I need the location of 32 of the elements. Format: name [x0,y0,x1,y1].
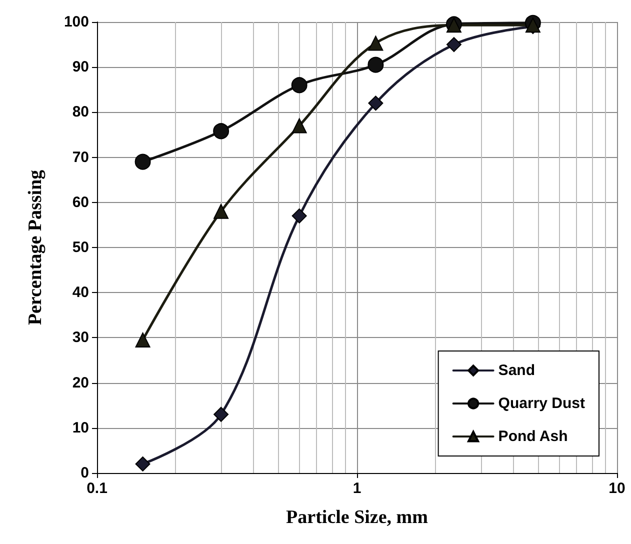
x-axis-title: Particle Size, mm [286,507,428,528]
y-tick-label: 40 [72,284,89,302]
point [368,56,384,73]
legend-label: Sand [498,362,535,379]
y-axis-title: Percentage Passing [25,169,46,326]
x-tick-label: 10 [608,480,626,497]
y-tick-label: 100 [64,14,89,30]
point [134,154,151,170]
point [292,208,307,224]
point [214,204,229,219]
y-tick-label: 90 [72,58,89,76]
point [368,96,384,111]
y-tick-label: 0 [80,464,89,482]
y-tick-label: 60 [72,194,89,211]
point [446,37,462,52]
legend-label: Pond Ash [498,428,568,445]
y-tick-label: 80 [72,104,89,121]
point [292,118,307,134]
point [213,123,230,140]
y-tick-label: 10 [72,419,89,436]
y-tick-label: 30 [72,329,89,346]
x-tick-label: 0.1 [86,480,108,497]
legend-label: Quarry Dust [498,395,586,412]
y-tick-label: 50 [72,239,89,256]
point [135,456,150,472]
point [291,77,308,94]
y-tick-label: 70 [72,148,89,166]
point [214,406,229,422]
point [135,332,150,348]
x-tick-label: 1 [352,480,362,497]
y-tick-label: 20 [72,374,89,392]
point [368,36,384,51]
